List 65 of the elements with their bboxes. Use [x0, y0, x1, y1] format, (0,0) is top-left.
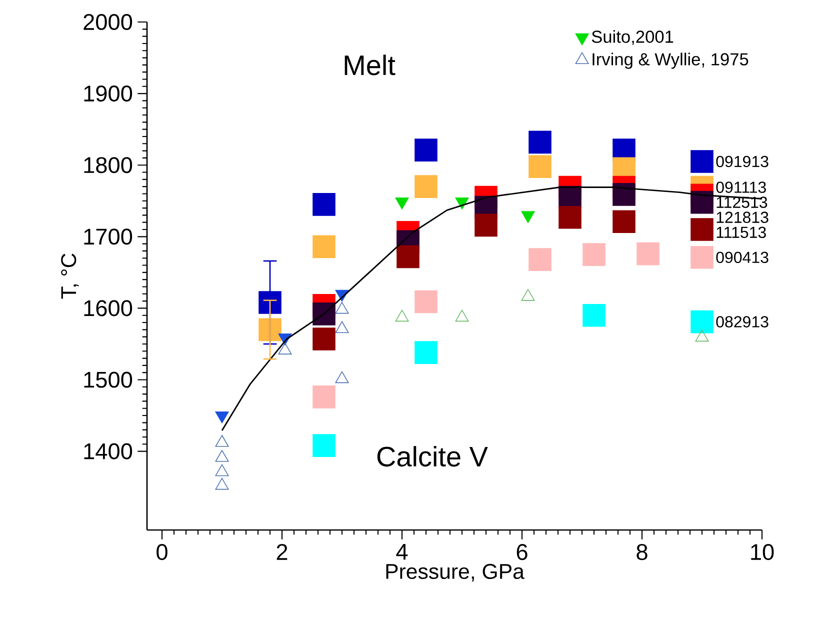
point	[612, 210, 636, 234]
point	[528, 155, 552, 178]
series-label: 121813	[716, 212, 768, 223]
point	[474, 214, 498, 237]
point	[690, 150, 714, 173]
point	[335, 302, 349, 314]
point	[414, 138, 438, 162]
point	[312, 328, 336, 350]
point	[521, 289, 535, 301]
x-tick-label: 2	[276, 544, 288, 560]
point	[312, 302, 336, 326]
legend-label: Suito,2001	[592, 30, 674, 45]
point	[258, 318, 282, 342]
point	[582, 243, 606, 266]
x-tick-label: 8	[636, 544, 648, 560]
y-tick-label: 1500	[84, 372, 132, 388]
y-tick-label: 1900	[84, 86, 132, 102]
annotation: Melt	[344, 54, 396, 76]
x-axis-title: Pressure, GPa	[386, 564, 524, 582]
y-tick-label: 1600	[84, 300, 132, 316]
point	[558, 206, 582, 229]
point	[215, 434, 229, 447]
x-tick-label: 4	[396, 544, 408, 560]
point	[215, 478, 229, 490]
legend-label: Irving & Wyllie, 1975	[592, 52, 748, 69]
point	[582, 304, 606, 327]
annotation: Calcite V	[377, 446, 488, 467]
point	[528, 248, 552, 271]
y-tick-label: 1400	[84, 443, 132, 460]
point	[312, 193, 336, 216]
point	[312, 386, 336, 408]
point	[312, 434, 336, 457]
y-tick-label: 1700	[84, 228, 132, 245]
point	[690, 190, 714, 214]
y-tick-label: 1800	[84, 157, 132, 174]
x-tick-label: 10	[751, 544, 774, 560]
point	[335, 371, 349, 384]
series-label: 091113	[716, 182, 766, 193]
x-tick-label: 0	[156, 544, 168, 560]
point	[690, 218, 714, 241]
point	[414, 175, 438, 198]
point	[636, 242, 660, 266]
point	[215, 450, 229, 462]
series-label: 082913	[716, 316, 768, 328]
y-axis-title: T, °C	[61, 254, 79, 299]
point	[690, 246, 714, 269]
point	[414, 341, 438, 364]
point	[612, 183, 636, 206]
y-tick-label: 2000	[84, 14, 132, 30]
point	[215, 464, 229, 476]
series-label: 111513	[716, 226, 766, 238]
point	[395, 310, 409, 322]
point	[278, 342, 292, 354]
point	[455, 310, 469, 322]
point	[695, 330, 709, 342]
series-label: 091913	[716, 156, 768, 168]
point	[396, 245, 420, 268]
x-tick-label: 6	[516, 544, 528, 560]
point	[690, 310, 714, 334]
point	[528, 130, 552, 154]
point	[312, 235, 336, 258]
point	[335, 321, 349, 334]
point	[414, 290, 438, 314]
point	[258, 291, 282, 314]
series-label: 090413	[716, 252, 768, 264]
